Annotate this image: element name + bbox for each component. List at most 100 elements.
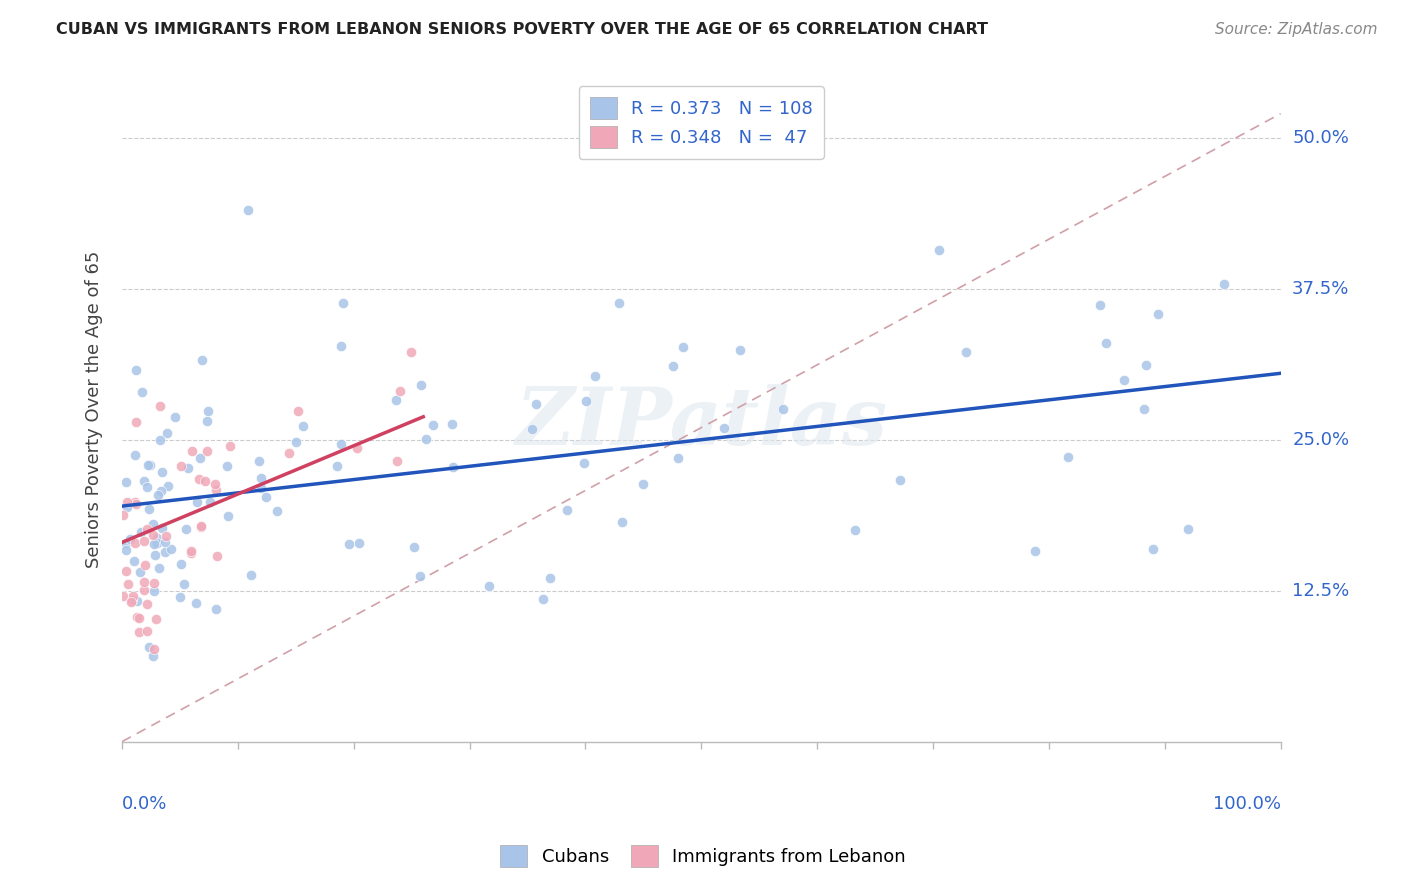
Point [284,434,307,449]
Point [173,576,195,591]
Point [728,343,751,358]
Point [337,537,360,551]
Point [217,458,239,473]
Point [142,537,165,551]
Point [181,444,204,458]
Point [160,541,183,556]
Point [117,495,139,509]
Point [143,641,166,656]
Point [955,345,977,359]
Point [772,401,794,416]
Point [330,339,353,353]
Point [1088,298,1111,312]
Point [193,474,215,488]
Point [612,515,634,529]
Point [524,397,547,411]
Point [607,296,630,310]
Text: CUBAN VS IMMIGRANTS FROM LEBANON SENIORS POVERTY OVER THE AGE OF 65 CORRELATION : CUBAN VS IMMIGRANTS FROM LEBANON SENIORS… [56,22,988,37]
Point [240,568,263,582]
Point [478,579,501,593]
Point [661,359,683,373]
Point [184,596,207,610]
Point [145,548,167,562]
Point [127,594,149,608]
Point [520,422,543,436]
Point [156,425,179,440]
Point [1177,522,1199,536]
Point [155,529,177,543]
Point [153,534,176,549]
Point [138,640,160,654]
Point [1147,307,1170,321]
Point [205,601,228,615]
Point [136,480,159,494]
Text: 0.0%: 0.0% [122,795,167,813]
Point [145,612,167,626]
Point [138,458,160,472]
Point [1142,541,1164,556]
Point [205,483,228,497]
Point [136,624,159,639]
Point [142,648,165,663]
Point [149,434,172,448]
Point [148,561,170,575]
Point [277,445,299,459]
Point [115,500,138,514]
Point [1212,277,1234,292]
Legend: R = 0.373   N = 108, R = 0.348   N =  47: R = 0.373 N = 108, R = 0.348 N = 47 [579,87,824,159]
Point [531,591,554,606]
Point [204,476,226,491]
Point [218,439,240,453]
Point [124,495,146,509]
Point [121,592,143,607]
Text: 100.0%: 100.0% [1212,795,1281,813]
Point [153,545,176,559]
Point [150,521,173,535]
Point [132,475,155,489]
Point [142,528,165,542]
Point [146,531,169,545]
Point [713,421,735,435]
Point [197,443,219,458]
Text: 50.0%: 50.0% [1292,128,1348,147]
Point [131,384,153,399]
Point [441,460,464,475]
Point [128,624,150,639]
Point [134,558,156,572]
Point [125,496,148,510]
Point [1133,402,1156,417]
Point [190,519,212,533]
Point [114,475,136,490]
Point [150,484,173,499]
Point [409,569,432,583]
Point [121,589,143,603]
Point [146,536,169,550]
Point [1095,336,1118,351]
Point [254,490,277,504]
Point [117,576,139,591]
Point [441,417,464,432]
Point [402,540,425,554]
Point [134,583,156,598]
Point [329,436,352,450]
Point [291,418,314,433]
Point [129,565,152,579]
Point [387,454,409,468]
Point [129,525,152,540]
Point [195,414,218,428]
Point [143,576,166,591]
Point [128,610,150,624]
Point [125,415,148,429]
Text: Source: ZipAtlas.com: Source: ZipAtlas.com [1215,22,1378,37]
Point [325,459,347,474]
Point [332,296,354,310]
Point [346,441,368,455]
Point [415,432,437,446]
Point [238,203,260,218]
Point [575,393,598,408]
Point [287,403,309,417]
Point [142,516,165,531]
Point [190,518,212,533]
Point [125,362,148,376]
Point [143,583,166,598]
